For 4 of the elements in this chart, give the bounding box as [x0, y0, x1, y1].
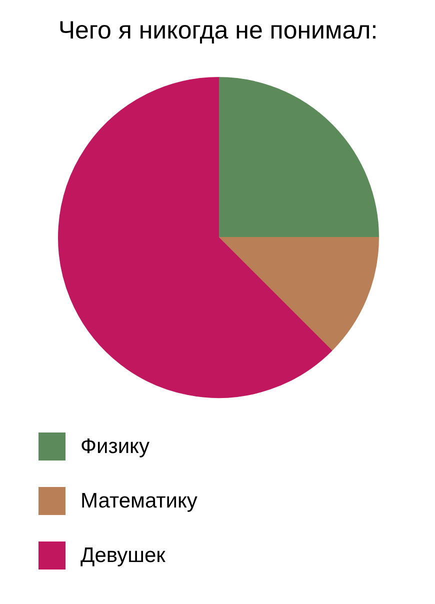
legend-label: Физику: [80, 435, 150, 458]
legend-label: Девушек: [80, 544, 166, 567]
legend-label: Математику: [80, 490, 198, 512]
chart-title: Чего я никогда не понимал:: [58, 16, 378, 44]
